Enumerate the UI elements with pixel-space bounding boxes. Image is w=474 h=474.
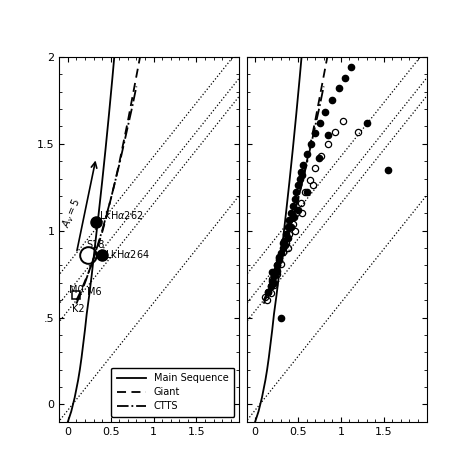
Text: M0: M0: [69, 285, 83, 295]
Text: K2: K2: [72, 304, 85, 314]
Text: $A_v = 5$: $A_v = 5$: [59, 196, 83, 230]
Text: S18: S18: [87, 240, 105, 250]
Text: M6: M6: [87, 287, 101, 297]
Text: LkH$\alpha$264: LkH$\alpha$264: [105, 248, 149, 261]
Legend: Main Sequence, Giant, CTTS: Main Sequence, Giant, CTTS: [111, 367, 235, 417]
Text: LkH$\alpha$262: LkH$\alpha$262: [99, 209, 143, 220]
